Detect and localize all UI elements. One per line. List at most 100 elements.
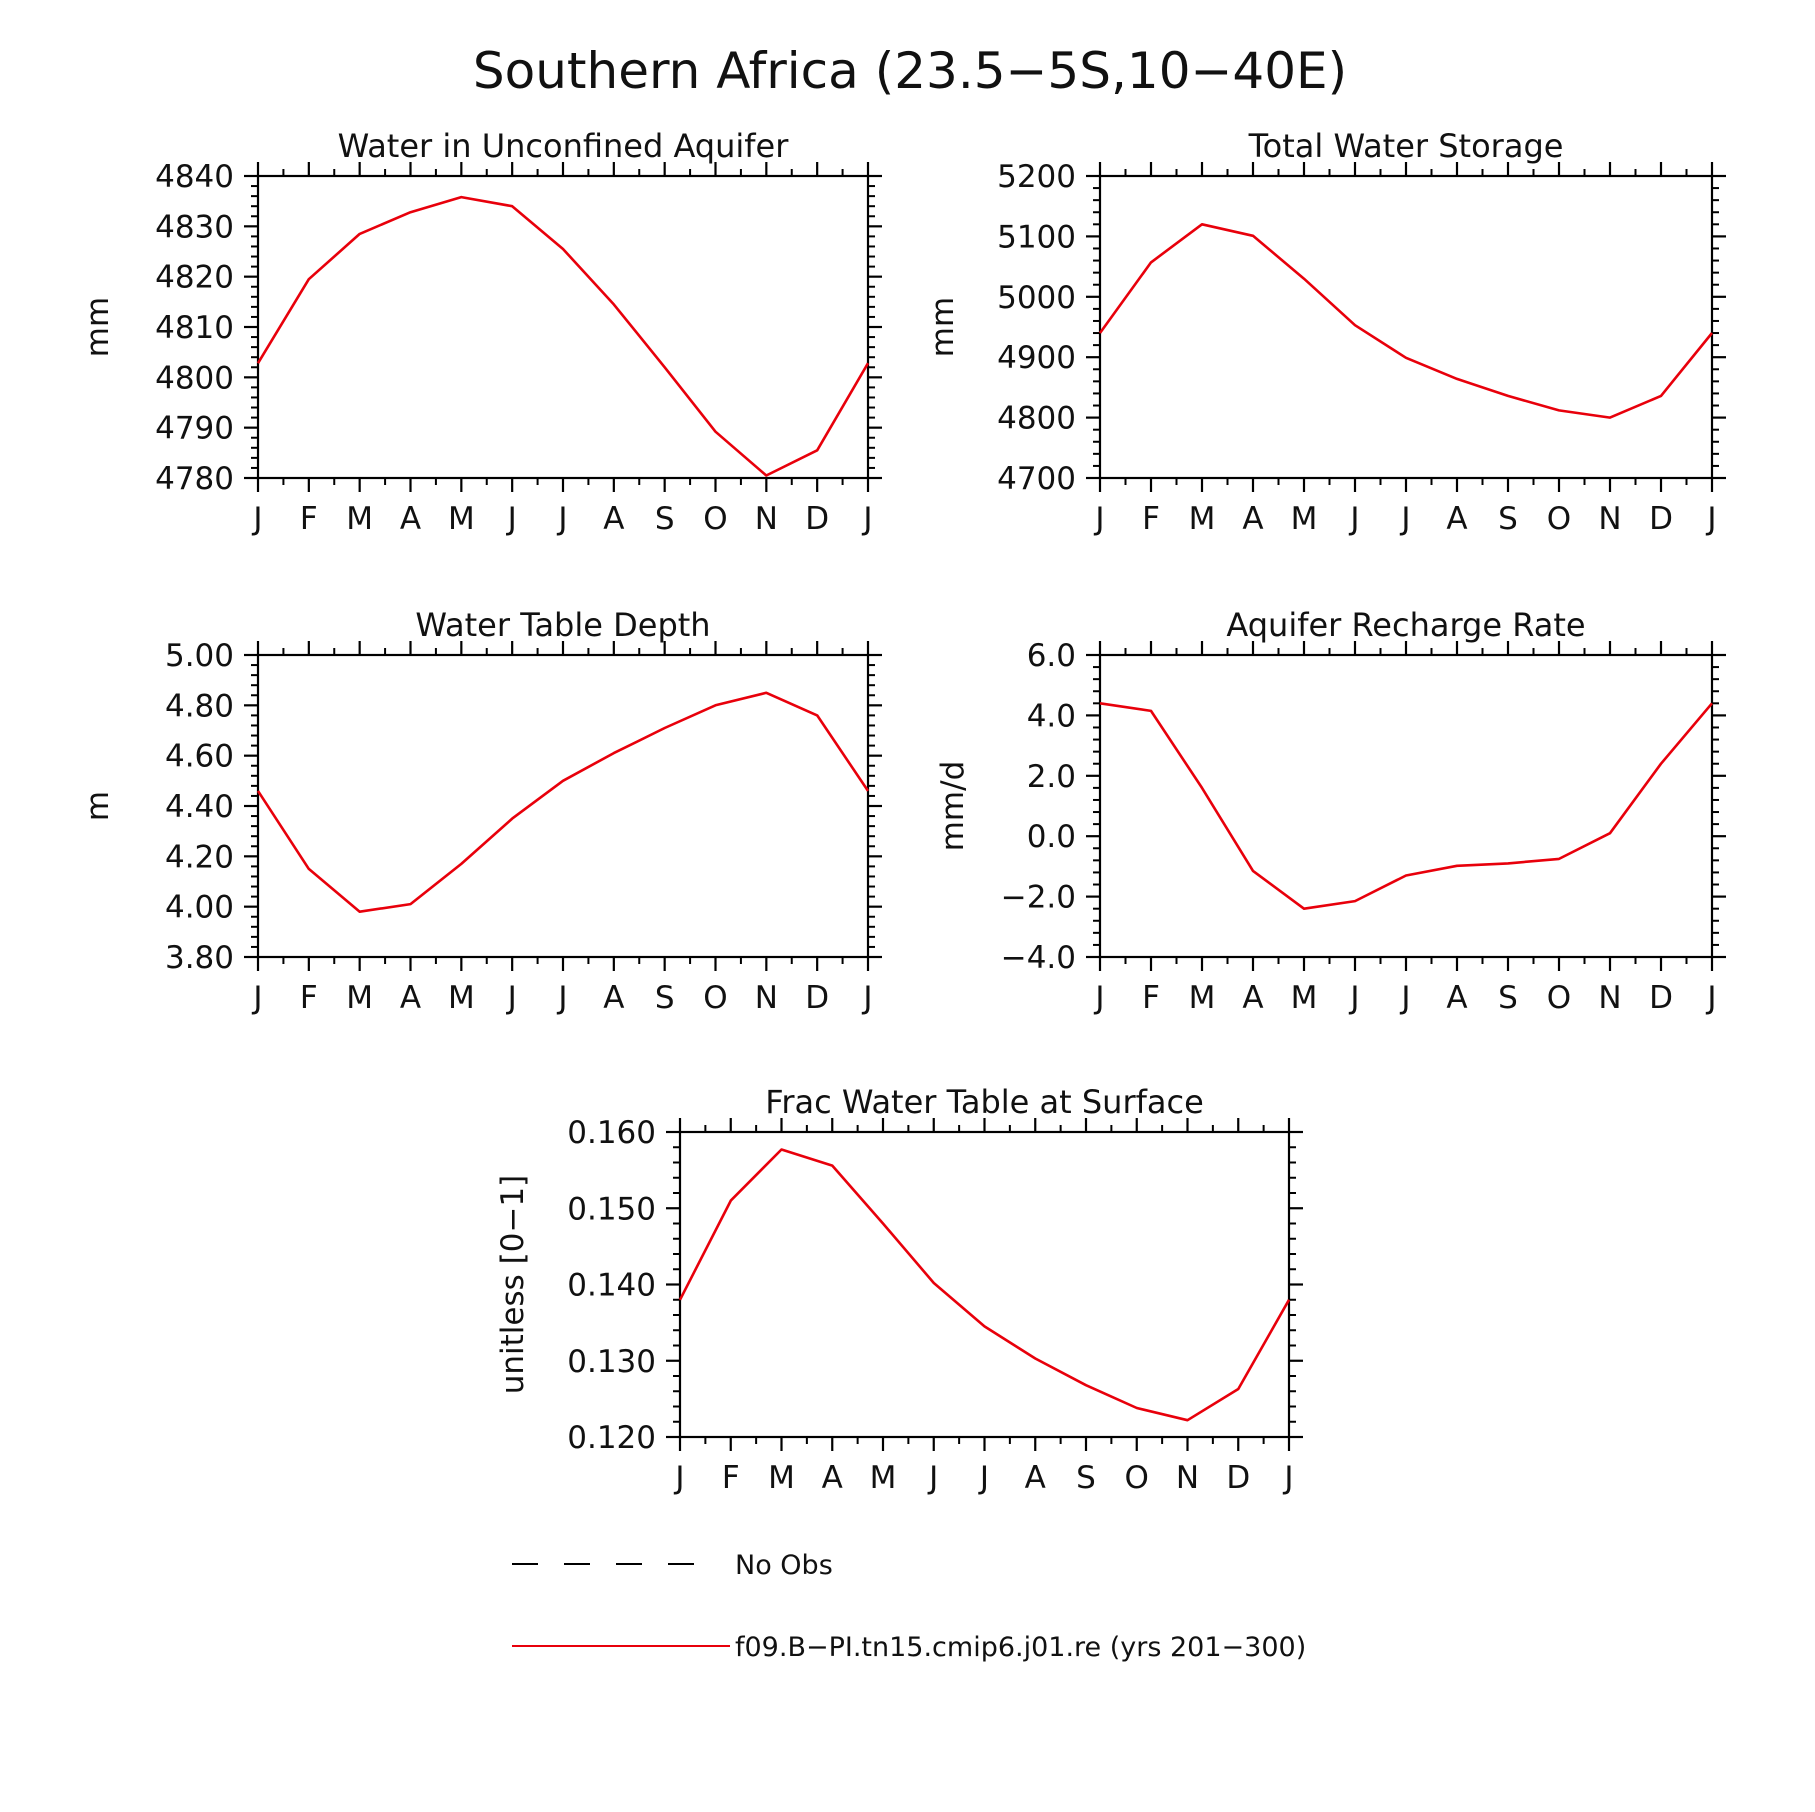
- y-tick-label: 4.40: [165, 789, 234, 825]
- x-tick-label: M: [346, 501, 373, 537]
- y-tick-label: 4820: [155, 260, 234, 296]
- x-tick-label: N: [755, 501, 778, 537]
- y-tick-label: 6.0: [1027, 638, 1076, 674]
- x-tick-label: O: [1125, 1460, 1149, 1496]
- plot-frame: [256, 653, 870, 959]
- y-tick-label: 4800: [997, 401, 1076, 437]
- series-line-0: [1099, 702, 1713, 911]
- y-tick-label: 0.130: [567, 1344, 656, 1380]
- y-tick-label: 5000: [997, 280, 1076, 316]
- panel-title: Water in Unconfined Aquifer: [338, 127, 790, 165]
- x-tick-label: A: [400, 980, 421, 1016]
- x-tick-label: N: [1176, 1460, 1199, 1496]
- x-tick-label: D: [805, 980, 829, 1016]
- y-tick-label: −2.0: [1001, 880, 1076, 916]
- x-tick-label: J: [251, 980, 262, 1016]
- y-axis-label: mm/d: [935, 761, 971, 852]
- y-tick-label: 5200: [997, 159, 1076, 195]
- x-tick-label: O: [1547, 980, 1571, 1016]
- x-tick-label: D: [1649, 501, 1673, 537]
- x-tick-label: A: [822, 1460, 843, 1496]
- series-line-0: [678, 1148, 1291, 1422]
- x-tick-label: M: [1189, 501, 1216, 537]
- x-tick-label: J: [506, 980, 517, 1016]
- x-tick-label: M: [448, 980, 475, 1016]
- legend-label-model-run: f09.B−PI.tn15.cmip6.j01.re (yrs 201−300): [735, 1632, 1306, 1663]
- x-tick-label: A: [1242, 980, 1263, 1016]
- x-tick-label: A: [1446, 980, 1467, 1016]
- y-axis-label: m: [80, 791, 116, 821]
- x-tick-label: S: [1498, 980, 1518, 1016]
- y-tick-label: 0.140: [567, 1268, 656, 1304]
- x-tick-label: A: [1242, 501, 1263, 537]
- y-tick-label: 0.120: [567, 1420, 656, 1456]
- x-tick-label: A: [603, 980, 624, 1016]
- x-tick-label: S: [655, 501, 675, 537]
- x-tick-label: F: [722, 1460, 740, 1496]
- y-tick-label: 4800: [155, 360, 234, 396]
- panel-title: Aquifer Recharge Rate: [1226, 606, 1585, 644]
- panel-title: Frac Water Table at Surface: [765, 1083, 1204, 1121]
- legend-label-no-obs: No Obs: [735, 1550, 833, 1581]
- y-tick-label: 0.150: [567, 1191, 656, 1227]
- series-line-0: [256, 691, 870, 914]
- x-tick-label: J: [861, 501, 872, 537]
- x-tick-label: A: [400, 501, 421, 537]
- x-tick-label: M: [870, 1460, 897, 1496]
- panel-title: Water Table Depth: [415, 606, 710, 644]
- x-tick-label: M: [448, 501, 475, 537]
- x-tick-label: J: [673, 1460, 684, 1496]
- series-line-0: [256, 195, 870, 477]
- y-tick-label: 4810: [155, 310, 234, 346]
- x-tick-label: F: [1142, 980, 1160, 1016]
- y-tick-label: 5.00: [165, 638, 234, 674]
- x-tick-label: N: [755, 980, 778, 1016]
- y-tick-label: 4.00: [165, 890, 234, 926]
- x-tick-label: J: [556, 501, 567, 537]
- y-axis-label: unitless [0−1]: [495, 1175, 531, 1395]
- plot-frame: [1098, 174, 1714, 480]
- x-tick-label: M: [1291, 501, 1318, 537]
- y-tick-label: 4900: [997, 340, 1076, 376]
- y-tick-label: 4.60: [165, 739, 234, 775]
- y-tick-label: 4790: [155, 411, 234, 447]
- x-tick-label: M: [1189, 980, 1216, 1016]
- x-tick-label: D: [1649, 980, 1673, 1016]
- x-tick-label: D: [805, 501, 829, 537]
- y-tick-label: 0.0: [1027, 819, 1076, 855]
- y-tick-label: 3.80: [165, 940, 234, 976]
- plot-frame: [1098, 653, 1714, 959]
- panel-title: Total Water Storage: [1248, 127, 1564, 165]
- y-tick-label: 4780: [155, 461, 234, 497]
- y-tick-label: 4.20: [165, 839, 234, 875]
- x-tick-label: J: [506, 501, 517, 537]
- plot-frame: [256, 174, 870, 480]
- y-tick-label: 2.0: [1027, 759, 1076, 795]
- x-tick-label: A: [603, 501, 624, 537]
- x-tick-label: M: [1291, 980, 1318, 1016]
- x-tick-label: O: [703, 980, 727, 1016]
- x-tick-label: J: [1093, 501, 1104, 537]
- x-tick-label: J: [1399, 501, 1410, 537]
- series-line-0: [1098, 223, 1714, 419]
- x-tick-label: F: [300, 501, 318, 537]
- x-tick-label: F: [300, 980, 318, 1016]
- x-tick-label: N: [1598, 980, 1621, 1016]
- x-tick-label: J: [861, 980, 872, 1016]
- plot-frame: [678, 1130, 1291, 1439]
- x-tick-label: J: [556, 980, 567, 1016]
- x-tick-label: S: [1498, 501, 1518, 537]
- y-tick-label: 4700: [997, 461, 1076, 497]
- x-tick-label: J: [978, 1460, 989, 1496]
- x-tick-label: D: [1226, 1460, 1250, 1496]
- y-tick-label: 4830: [155, 209, 234, 245]
- y-tick-label: 4.80: [165, 688, 234, 724]
- x-tick-label: J: [1093, 980, 1104, 1016]
- x-tick-label: A: [1025, 1460, 1046, 1496]
- x-tick-label: F: [1142, 501, 1160, 537]
